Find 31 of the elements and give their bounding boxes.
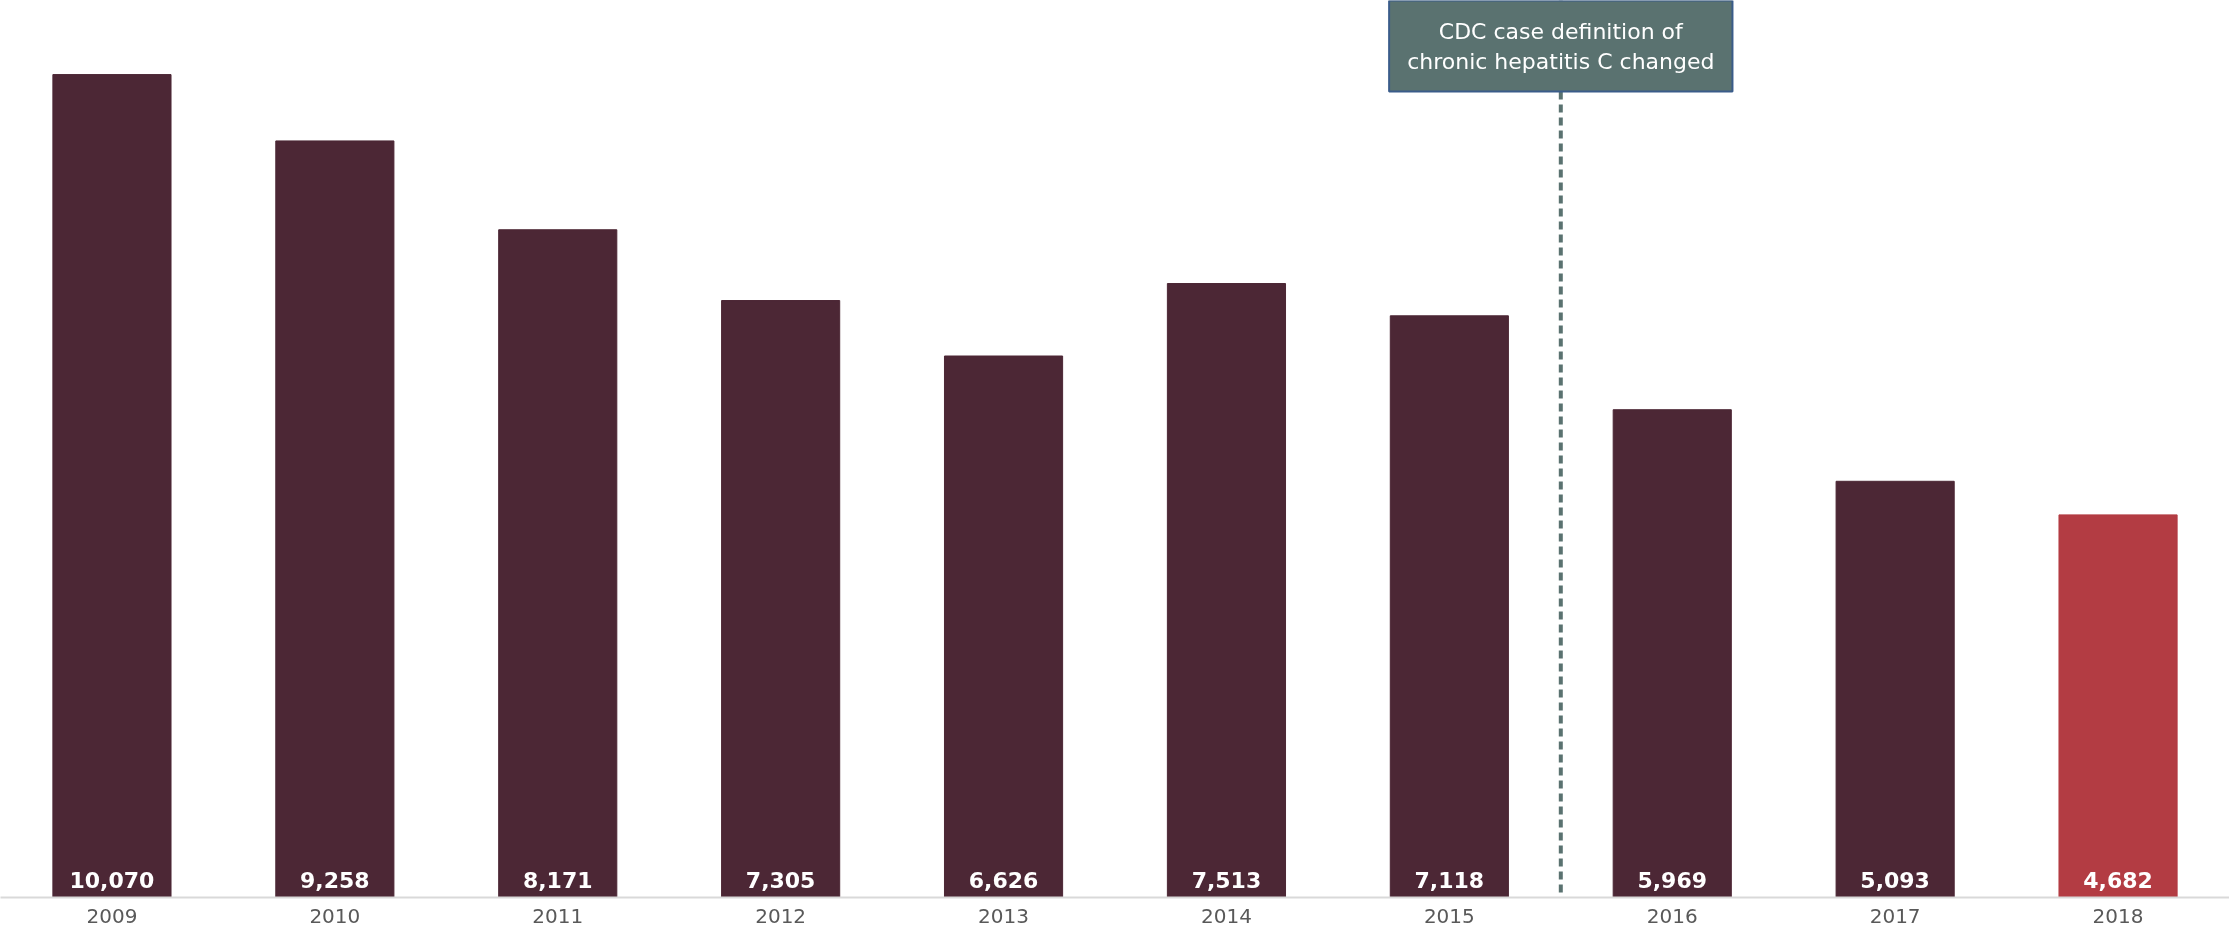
x-tick-label: 2013 — [978, 903, 1030, 925]
bar — [275, 140, 395, 898]
x-tick-label: 2016 — [1646, 903, 1698, 925]
data-label: 7,118 — [1414, 867, 1485, 893]
data-label: 10,070 — [69, 867, 155, 893]
bar — [1166, 283, 1287, 898]
data-label: 8,171 — [522, 867, 593, 893]
bar — [1835, 480, 1955, 898]
x-tick-label: 2009 — [86, 903, 138, 925]
bar — [721, 300, 841, 898]
bar — [498, 229, 618, 898]
data-label: 5,093 — [1860, 867, 1930, 893]
data-label: 7,305 — [745, 867, 816, 893]
data-label: 5,969 — [1637, 867, 1708, 893]
bar — [1389, 315, 1509, 898]
bar — [2058, 514, 2178, 898]
bar — [1612, 409, 1732, 898]
x-tick-label: 2017 — [1869, 903, 1921, 925]
ref-line-label: CDC case definition of chronic hepatitis C changed — [1407, 18, 1715, 74]
data-label: 6,626 — [968, 867, 1039, 893]
x-tick-label: 2012 — [755, 903, 807, 925]
bar — [943, 355, 1064, 898]
x-tick-label: 2018 — [2092, 903, 2144, 925]
x-tick-label: 2015 — [1423, 903, 1475, 925]
data-label: 9,258 — [300, 867, 370, 893]
x-tick-label: 2011 — [532, 903, 584, 925]
x-tick-label: 2010 — [309, 903, 361, 925]
data-label: 4,682 — [2083, 867, 2153, 893]
bar — [52, 74, 172, 898]
x-tick-label: 2014 — [1201, 903, 1252, 925]
data-label: 7,513 — [1191, 867, 1262, 893]
